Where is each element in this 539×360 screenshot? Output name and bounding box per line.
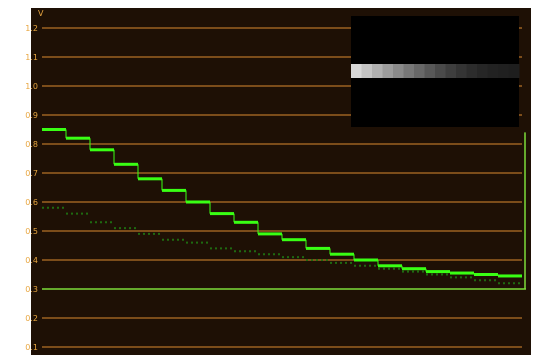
trace-step-16 <box>426 270 450 274</box>
preview-step-14 <box>498 64 509 78</box>
trace-step-1 <box>66 136 90 140</box>
y-tick-label-8: 0.4 <box>25 256 38 265</box>
preview-step-2 <box>372 64 383 78</box>
y-tick-label-9: 0.3 <box>25 285 38 294</box>
trace-step-7 <box>210 212 234 216</box>
preview-step-1 <box>361 64 373 78</box>
preview-step-15 <box>508 64 520 78</box>
trace-step-13 <box>354 258 378 262</box>
trace-step-2 <box>90 148 114 152</box>
trace-step-15 <box>402 267 426 271</box>
trace-step-11 <box>306 246 330 250</box>
trace-step-10 <box>282 238 306 242</box>
preview-step-13 <box>487 64 499 78</box>
trace-step-5 <box>162 188 186 192</box>
preview-step-3 <box>382 64 394 78</box>
trace-step-8 <box>234 220 258 224</box>
grayscale-preview-thumbnail <box>351 16 520 127</box>
y-tick-label-1: 1.1 <box>25 53 38 62</box>
y-tick-label-11: 0.1 <box>25 343 38 352</box>
trace-step-0 <box>42 128 66 131</box>
y-tick-label-0: 1.2 <box>25 24 38 33</box>
preview-step-11 <box>466 64 478 78</box>
preview-step-10 <box>456 64 467 78</box>
preview-step-8 <box>435 64 446 78</box>
trace-step-3 <box>114 162 138 166</box>
preview-step-9 <box>445 64 457 78</box>
y-tick-label-3: 0.9 <box>25 111 38 120</box>
preview-step-6 <box>414 64 425 78</box>
preview-step-4 <box>393 64 404 78</box>
trace-group <box>42 128 526 290</box>
trace-step-14 <box>378 264 402 268</box>
preview-step-5 <box>403 64 415 78</box>
y-tick-label-5: 0.7 <box>25 169 38 178</box>
trace-step-6 <box>186 200 210 204</box>
preview-step-12 <box>477 64 488 78</box>
preview-step-0 <box>351 64 362 78</box>
trace-step-12 <box>330 252 354 256</box>
trace-step-17 <box>450 271 474 275</box>
y-tick-label-6: 0.6 <box>25 198 38 207</box>
y-tick-label-7: 0.5 <box>25 227 38 236</box>
unit-label: V <box>38 9 44 18</box>
y-tick-label-2: 1.0 <box>25 82 38 91</box>
trace-step-9 <box>258 232 282 236</box>
y-tick-label-10: 0.2 <box>25 314 38 323</box>
trace-step-4 <box>138 177 162 181</box>
trace-step-19 <box>498 274 522 278</box>
trace-step-18 <box>474 273 498 276</box>
preview-step-7 <box>424 64 436 78</box>
y-tick-label-4: 0.8 <box>25 140 38 149</box>
